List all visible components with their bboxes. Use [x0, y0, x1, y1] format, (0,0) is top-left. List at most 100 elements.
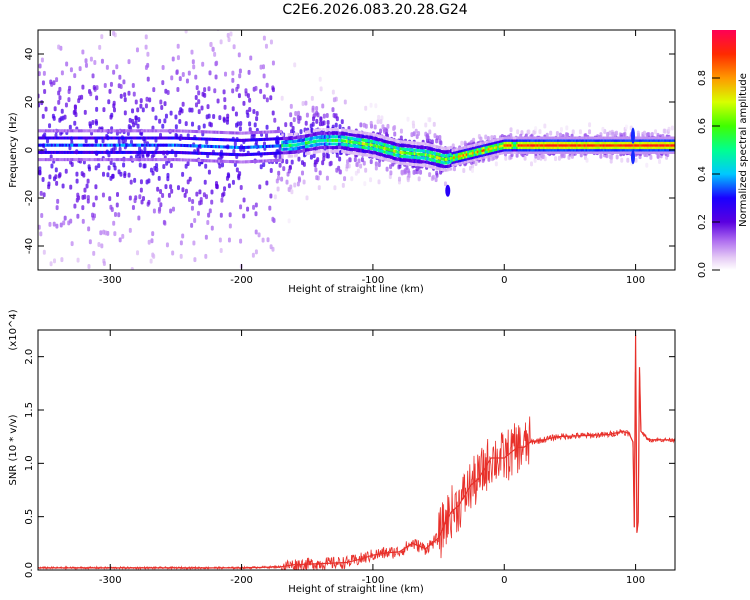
heatmap-cell [139, 103, 143, 109]
heatmap-ridge-cell [129, 150, 133, 154]
heatmap-ridge-cell [517, 136, 521, 140]
heatmap-ridge-cell [118, 136, 122, 140]
heatmap-ridge-cell [379, 152, 382, 156]
heatmap-ridge-cell [144, 143, 147, 147]
heatmap-ridge-cell [48, 143, 51, 147]
heatmap-ridge-cell [588, 143, 592, 147]
heatmap-ridge-cell [489, 154, 492, 158]
heatmap-ridge-cell [342, 139, 346, 143]
heatmap-ridge-cell [670, 138, 673, 142]
heatmap-ridge-cell [74, 158, 78, 162]
heatmap-ridge-cell [503, 148, 506, 152]
heatmap-ridge-cell [566, 148, 569, 152]
heatmap-ridge-cell [287, 140, 290, 144]
heatmap-ridge-cell [156, 158, 160, 162]
heatmap-ridge-cell [230, 160, 234, 164]
heatmap-ridge-cell [273, 159, 276, 162]
heatmap-ridge-cell [355, 144, 358, 148]
heatmap-ridge-cell [651, 148, 655, 152]
heatmap-ridge-cell [144, 158, 147, 162]
heatmap-ridge-cell [267, 152, 270, 156]
heatmap-cell [159, 99, 163, 105]
heatmap-ridge-cell [282, 147, 286, 151]
heatmap-ridge-cell [393, 156, 396, 160]
heatmap-ridge-cell [150, 158, 153, 162]
heatmap-ridge-cell [133, 143, 136, 147]
heatmap-ridge-cell [536, 141, 540, 145]
heatmap-ridge-cell [363, 149, 366, 153]
heatmap-ridge-cell [92, 150, 95, 154]
heatmap-cell [312, 153, 316, 159]
heatmap-ridge-cell [509, 136, 513, 140]
heatmap-ridge-cell [363, 131, 366, 135]
heatmap-ridge-cell [464, 155, 467, 159]
heatmap-ridge-cell [473, 143, 476, 147]
heatmap-cell [86, 198, 90, 204]
heatmap-ridge-cell [93, 136, 97, 140]
heatmap-ridge-cell [263, 137, 267, 141]
heatmap-ridge-cell [350, 147, 354, 151]
heatmap-ridge-cell [137, 158, 141, 162]
heatmap-cell [269, 193, 273, 199]
heatmap-ridge-cell [544, 143, 547, 147]
heatmap-ridge-cell [257, 130, 261, 134]
heatmap-ridge-cell [92, 143, 95, 147]
heatmap-ridge-cell [423, 145, 426, 149]
heatmap-cell [609, 158, 613, 164]
heatmap-ridge-cell [623, 148, 626, 152]
heatmap-ridge-cell [286, 151, 289, 155]
heatmap-ridge-cell [293, 147, 297, 151]
heatmap-ridge-cell [265, 130, 268, 134]
heatmap-ridge-cell [353, 141, 357, 145]
heatmap-ridge-cell [380, 156, 383, 160]
heatmap-cell [192, 240, 196, 246]
heatmap-cell [152, 87, 156, 93]
heatmap-ridge-cell [169, 136, 172, 140]
heatmap-ridge-cell [593, 141, 596, 145]
heatmap-ridge-cell [159, 129, 163, 133]
heatmap-ridge-cell [74, 129, 78, 133]
heatmap-ridge-cell [123, 129, 127, 133]
heatmap-ridge-cell [486, 155, 489, 159]
heatmap-ridge-cell [599, 148, 603, 152]
heatmap-ridge-cell [326, 131, 330, 135]
heatmap-ridge-cell [347, 129, 350, 133]
heatmap-ridge-cell [349, 143, 352, 147]
heatmap-ridge-cell [262, 152, 265, 156]
heatmap-cell [237, 173, 241, 179]
heatmap-cell [55, 205, 59, 211]
heatmap-ridge-cell [197, 158, 201, 162]
heatmap-cell [338, 156, 342, 162]
heatmap-cell [363, 181, 367, 187]
heatmap-ridge-cell [621, 143, 625, 147]
heatmap-cell [178, 119, 182, 125]
heatmap-cell [83, 22, 86, 27]
heatmap-ridge-cell [568, 143, 571, 147]
heatmap-ridge-cell [257, 138, 261, 142]
heatmap-ridge-cell [150, 129, 153, 133]
heatmap-cell [115, 202, 119, 208]
heatmap-ridge-cell [297, 146, 300, 150]
heatmap-ridge-cell [300, 149, 303, 153]
heatmap-ridge-cell [424, 146, 428, 150]
heatmap-ridge-cell [196, 144, 199, 148]
heatmap-cell [216, 98, 220, 104]
heatmap-cell [73, 203, 77, 209]
heatmap-ridge-cell [421, 163, 424, 167]
heatmap-ridge-cell [453, 158, 456, 162]
heatmap-ridge-cell [483, 153, 486, 157]
heatmap-cell [293, 182, 297, 188]
heatmap-ridge-cell [673, 146, 675, 150]
heatmap-cell [195, 191, 199, 197]
heatmap-ridge-cell [566, 143, 569, 147]
heatmap-ridge-cell [380, 153, 383, 157]
heatmap-ridge-cell [320, 146, 324, 150]
heatmap-cell [197, 90, 201, 96]
heatmap-ridge-cell [408, 141, 412, 145]
heatmap-ridge-cell [508, 146, 511, 150]
heatmap-ridge-cell [349, 147, 352, 151]
heatmap-ridge-cell [185, 129, 188, 133]
heatmap-ridge-cell [437, 152, 440, 156]
heatmap-ridge-cell [152, 129, 155, 133]
heatmap-ridge-cell [506, 150, 510, 154]
